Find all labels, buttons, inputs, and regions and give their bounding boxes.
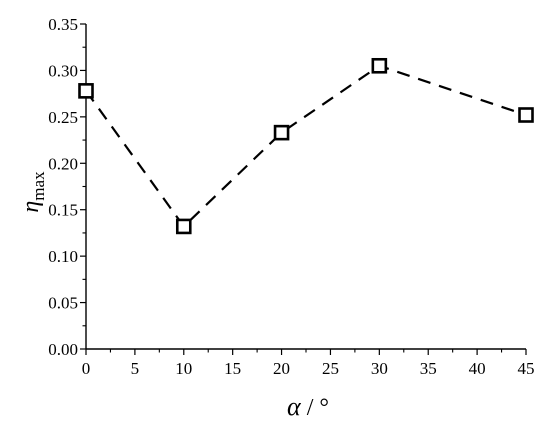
y-tick-label: 0.10 [48, 247, 78, 266]
x-tick-label: 0 [82, 359, 91, 378]
data-point-marker [175, 218, 192, 235]
axes: 0.00 0.05 0.10 0.15 0.20 0.25 0.30 0.35 0 5 10 15 20… [48, 15, 534, 378]
x-tick-label: 45 [518, 359, 535, 378]
x-tick-label: 15 [224, 359, 241, 378]
y-axis-subscript: max [29, 171, 48, 201]
y-axis-title: ηmax [18, 171, 48, 213]
y-tick-label: 0.00 [48, 340, 78, 359]
data-point-marker [371, 57, 388, 74]
y-tick-label: 0.25 [48, 108, 78, 127]
x-tick-label: 10 [175, 359, 192, 378]
x-tick-label: 30 [371, 359, 388, 378]
series-line [85, 64, 527, 228]
x-axis-unit: / ° [301, 395, 329, 421]
data-point-marker [78, 83, 94, 99]
x-tick-label: 35 [420, 359, 437, 378]
y-tick-label: 0.30 [48, 61, 78, 80]
x-axis-symbol: α [287, 392, 302, 421]
y-tick-label: 0.35 [48, 15, 78, 34]
data-point-marker [518, 107, 534, 123]
data-point-marker [273, 124, 290, 141]
series-0 [78, 57, 534, 235]
y-tick-label: 0.15 [48, 201, 78, 220]
x-tick-label: 20 [273, 359, 290, 378]
y-tick-label: 0.05 [48, 294, 78, 313]
y-tick-label: 0.20 [48, 154, 78, 173]
x-tick-label: 25 [322, 359, 339, 378]
x-axis-title: α / ° [287, 392, 329, 421]
x-tick-label: 40 [469, 359, 486, 378]
y-axis-symbol: η [18, 201, 44, 213]
x-tick-label: 5 [131, 359, 140, 378]
